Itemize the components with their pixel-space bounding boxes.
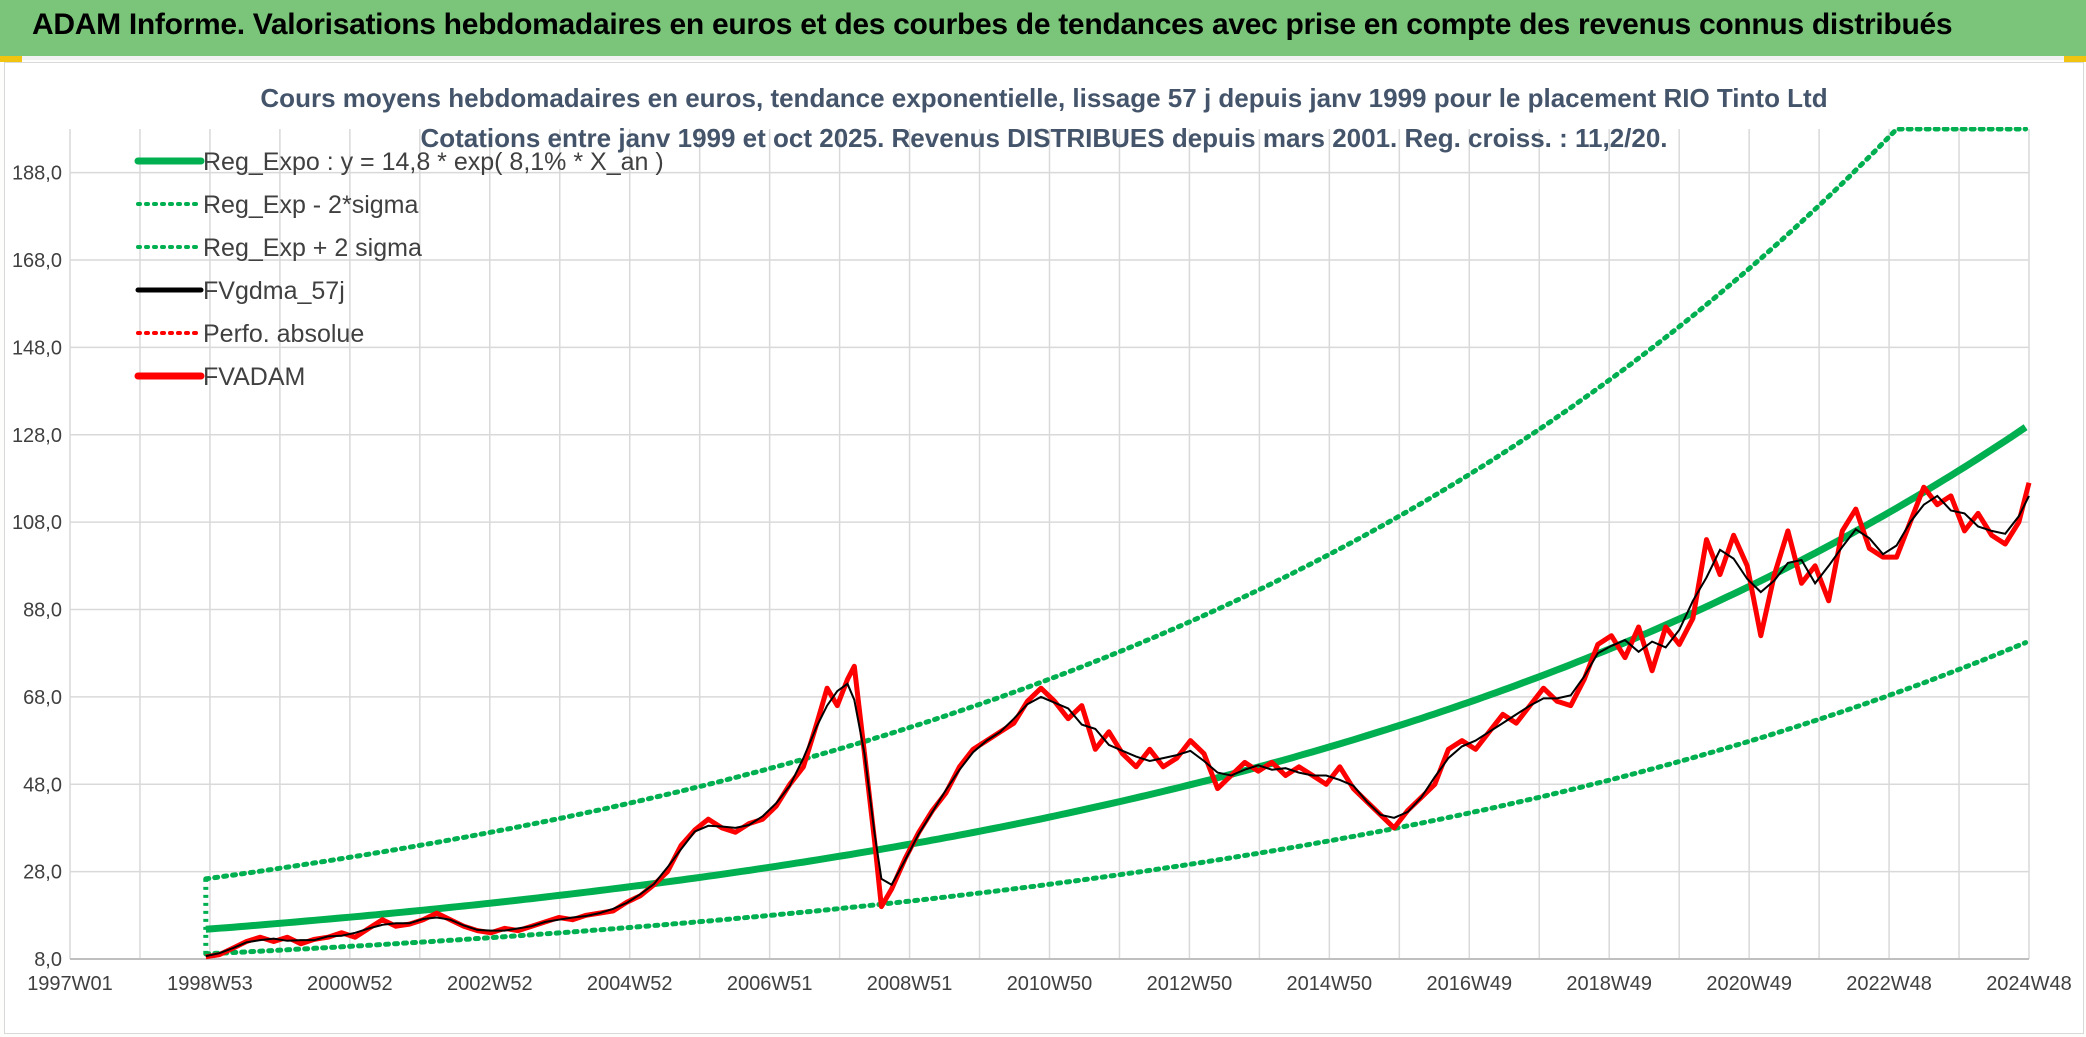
line-chart: 8,0 28,0 48,0 68,0 88,0 108,0 128,0 148,0 168,0 1… <box>12 83 2072 995</box>
x-tick-label: 2018W49 <box>1566 973 1652 995</box>
report-title: ADAM Informe. Valorisations hebdomadaire… <box>32 8 1953 41</box>
x-tick-label: 2024W48 <box>1986 973 2072 995</box>
legend-label: FVADAM <box>203 363 305 391</box>
legend-label: FVgdma_57j <box>203 277 345 305</box>
series-reg-expo <box>205 424 2028 933</box>
chart-title: Cours moyens hebdomadaires en euros, ten… <box>260 83 1827 113</box>
y-tick-label: 68,0 <box>23 687 62 709</box>
y-tick-label: 88,0 <box>23 600 62 622</box>
y-tick-label: 48,0 <box>23 774 62 796</box>
x-tick-label: 1997W01 <box>27 973 113 995</box>
y-tick-label: 168,0 <box>12 250 62 272</box>
corner-accent-right <box>2064 56 2086 62</box>
x-tick-label: 2012W50 <box>1147 973 1233 995</box>
y-tick-label: 108,0 <box>12 512 62 534</box>
report-header: ADAM Informe. Valorisations hebdomadaire… <box>0 0 2086 60</box>
x-tick-label: 2016W49 <box>1426 973 1512 995</box>
y-tick-label: 188,0 <box>12 163 62 185</box>
series-reg-exp-minus-2sigma <box>203 640 2029 957</box>
x-tick-label: 2008W51 <box>867 973 953 995</box>
y-tick-label: 28,0 <box>23 862 62 884</box>
x-tick-label: 2004W52 <box>587 973 673 995</box>
corner-accent-left <box>0 56 22 62</box>
legend-label: Reg_Exp - 2*sigma <box>203 191 418 219</box>
series-fvadam <box>205 482 2032 960</box>
chart-area: 8,0 28,0 48,0 68,0 88,0 108,0 128,0 148,0 168,0 1… <box>4 62 2084 1034</box>
x-tick-label: 2014W50 <box>1287 973 1373 995</box>
legend-label: Reg_Exp + 2 sigma <box>203 234 422 262</box>
x-tick-label: 2002W52 <box>447 973 533 995</box>
x-tick-label: 2010W50 <box>1007 973 1093 995</box>
y-tick-label: 8,0 <box>34 949 62 971</box>
x-tick-label: 2020W49 <box>1706 973 1792 995</box>
chart-subtitle: Cotations entre janv 1999 et oct 2025. R… <box>420 123 1667 153</box>
y-tick-label: 128,0 <box>12 425 62 447</box>
x-tick-label: 1998W53 <box>167 973 253 995</box>
x-tick-label: 2006W51 <box>727 973 813 995</box>
series-reg-exp-plus-2sigma <box>203 127 2029 882</box>
x-tick-label: 2000W52 <box>307 973 393 995</box>
series-fvgdma-57j <box>205 494 2030 958</box>
x-tick-label: 2022W48 <box>1846 973 1932 995</box>
y-tick-label: 148,0 <box>12 337 62 359</box>
legend-label: Reg_Expo : y = 14,8 * exp( 8,1% * X_an ) <box>203 148 664 176</box>
legend-label: Perfo. absolue <box>203 320 364 348</box>
